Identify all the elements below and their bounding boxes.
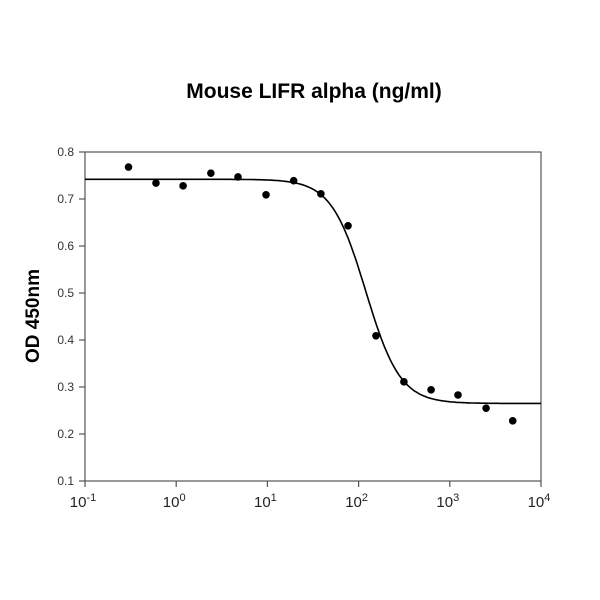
data-point bbox=[234, 173, 242, 181]
data-point bbox=[124, 163, 133, 171]
y-tick-label: 0.5 bbox=[57, 286, 74, 300]
data-point bbox=[207, 169, 215, 177]
x-tick-label: 104 bbox=[528, 492, 551, 511]
data-point bbox=[289, 176, 298, 185]
data-point bbox=[454, 391, 462, 399]
x-tick-label: 100 bbox=[163, 492, 186, 511]
data-point bbox=[262, 190, 270, 199]
data-points bbox=[124, 163, 517, 425]
chart-title: Mouse LIFR alpha (ng/ml) bbox=[186, 80, 442, 103]
x-axis-ticks: 10-1 100 101 102 103 104 bbox=[70, 481, 551, 511]
y-tick-label: 0.1 bbox=[57, 474, 74, 488]
y-tick-label: 0.2 bbox=[57, 427, 74, 441]
data-point bbox=[427, 386, 435, 394]
data-point bbox=[372, 331, 380, 340]
y-tick-label: 0.4 bbox=[57, 333, 74, 347]
data-point bbox=[179, 182, 187, 190]
x-tick-label: 103 bbox=[436, 492, 459, 511]
y-axis-ticks: 0.1 0.2 0.3 0.4 0.5 0.6 0.7 0.8 bbox=[57, 145, 85, 488]
data-point bbox=[482, 404, 490, 412]
y-tick-label: 0.6 bbox=[57, 239, 74, 253]
x-tick-label: 101 bbox=[254, 492, 277, 511]
data-point bbox=[152, 179, 160, 187]
x-tick-label: 10-1 bbox=[70, 492, 96, 511]
y-tick-label: 0.8 bbox=[57, 145, 74, 159]
y-tick-label: 0.3 bbox=[57, 380, 74, 394]
data-point bbox=[344, 221, 352, 230]
x-tick-label: 102 bbox=[345, 492, 368, 511]
plot-frame bbox=[84, 151, 542, 482]
fit-curve bbox=[85, 178, 541, 405]
axes bbox=[84, 151, 542, 482]
data-point bbox=[317, 190, 325, 198]
y-tick-label: 0.7 bbox=[57, 192, 74, 206]
data-point bbox=[508, 417, 517, 425]
data-point bbox=[400, 378, 408, 386]
